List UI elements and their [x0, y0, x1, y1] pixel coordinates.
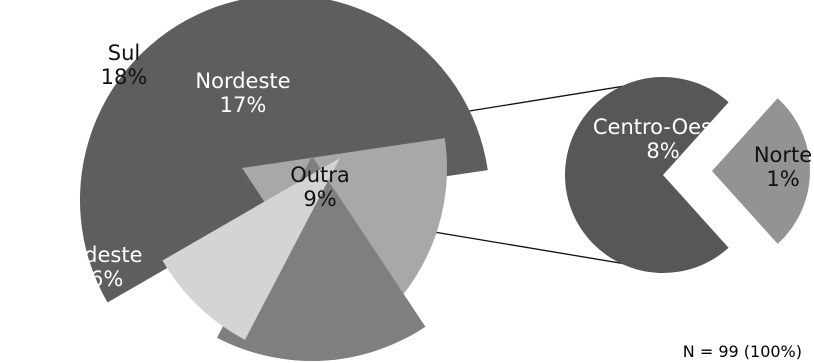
secondary-pie [564, 76, 810, 273]
slice-label-nordeste: Nordeste [195, 69, 290, 93]
slice-label-outra: Outra [290, 163, 350, 187]
slice-value-sul: 18% [101, 65, 148, 89]
slice-value-norte: 1% [766, 167, 799, 191]
slice-label-sudeste: Sudeste [58, 243, 143, 267]
slice-nordeste [217, 156, 426, 361]
slice-norte [712, 98, 810, 244]
slice-value-centro-oeste: 8% [646, 139, 679, 163]
slice-value-outra: 9% [303, 187, 336, 211]
main-pie [79, 0, 488, 361]
slice-label-norte: Norte [754, 143, 812, 167]
slice-sudeste [79, 0, 488, 303]
slice-value-sudeste: 56% [77, 267, 124, 291]
slice-label-sul: Sul [108, 41, 140, 65]
slice-centro-oeste [564, 76, 729, 273]
slice-label-centro-oeste: Centro-Oeste [593, 115, 733, 139]
sample-size-note: N = 99 (100%) [683, 342, 802, 361]
slice-outra [162, 158, 340, 340]
slice-value-nordeste: 17% [220, 93, 267, 117]
